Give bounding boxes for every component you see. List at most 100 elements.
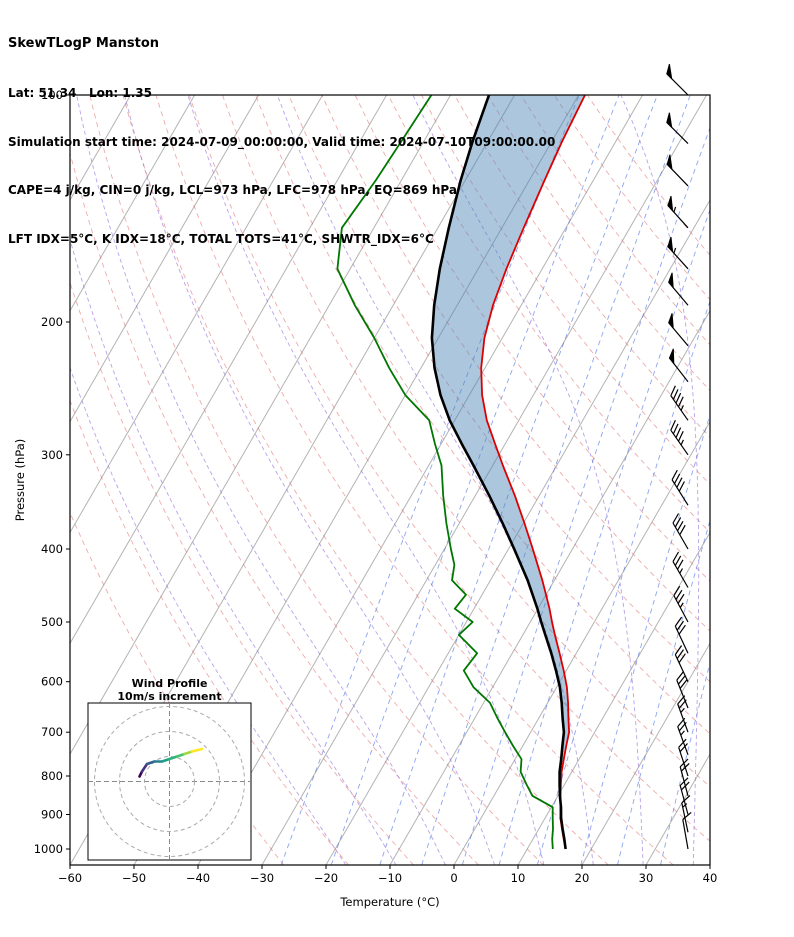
location-text: Lat: 51.34 Lon: 1.35: [8, 86, 152, 101]
pressure-tick-label: 600: [41, 675, 63, 689]
hodograph-title: Wind Profile: [132, 677, 208, 690]
isotherm-line: [70, 95, 324, 534]
wind-barb: [674, 625, 689, 654]
barb-full: [675, 427, 682, 438]
mixing-ratio-line: [421, 95, 691, 865]
barb-full: [673, 473, 681, 484]
wind-barb: [673, 595, 689, 623]
wind-barb: [670, 429, 689, 456]
dry-adiabat-line: [70, 399, 350, 865]
barb-pennant: [666, 112, 673, 129]
hodograph-trace-segment: [175, 752, 186, 758]
barb-full: [675, 392, 682, 404]
temperature-tick-label: 30: [639, 871, 654, 885]
pressure-tick-label: 800: [41, 769, 63, 783]
hodograph-trace-segment: [145, 760, 156, 766]
hodograph-trace-segment: [168, 755, 179, 761]
temperature-tick-label: 20: [575, 871, 590, 885]
isotherm-line: [517, 531, 710, 865]
times-text: Simulation start time: 2024-07-09_00:00:…: [8, 134, 556, 149]
wind-barb: [677, 703, 689, 733]
wind-barb: [682, 819, 689, 850]
wind-barb: [679, 785, 689, 815]
mixing-ratio-line: [660, 661, 710, 865]
mixing-ratio-line: [280, 95, 580, 865]
wind-barbs: [666, 63, 692, 850]
mixing-ratio-line: [498, 208, 710, 865]
mixing-ratio-line: [379, 95, 658, 865]
barb-full: [671, 469, 678, 481]
hodograph-trace-segment: [183, 750, 194, 756]
temperature-tick-label: 0: [450, 871, 457, 885]
dry-adiabat-line: [255, 95, 710, 735]
barb-full: [672, 389, 679, 400]
cin-area: [431, 95, 585, 808]
barb-half: [682, 803, 688, 808]
hodograph-ring: [144, 756, 195, 807]
barb-full: [672, 551, 680, 562]
pressure-tick-label: 100: [41, 88, 63, 102]
barb-full: [677, 396, 684, 407]
barb-full: [673, 585, 681, 596]
barb-full: [672, 513, 680, 524]
barb-half: [679, 602, 684, 608]
wind-barb: [670, 395, 689, 421]
temperature-tick-label: −10: [378, 871, 402, 885]
barb-full: [674, 555, 682, 566]
pressure-tick-label: 400: [41, 542, 63, 556]
dry-adiabat-line: [454, 95, 710, 438]
moist-adiabats: [70, 95, 700, 865]
dewpoint-curve: [336, 95, 554, 850]
mixing-ratio-line: [580, 413, 710, 865]
hodograph-trace-segment: [190, 747, 204, 753]
isotherm-line: [70, 95, 452, 756]
hodograph-content: [88, 703, 251, 860]
temperature-tick-label: −60: [58, 871, 82, 885]
barb-full: [678, 624, 686, 635]
wind-barb: [676, 679, 689, 709]
barb-full: [682, 811, 692, 820]
wind-barb: [679, 766, 689, 796]
barb-full: [679, 679, 688, 689]
barb-full: [676, 671, 684, 681]
isotherm-line: [261, 95, 708, 865]
chart-header: SkewTLogP Manston Lat: 51.34 Lon: 1.35 S…: [8, 4, 555, 279]
hodograph-ring: [119, 731, 220, 832]
barb-full: [679, 743, 688, 753]
temperature-tick-label: 10: [511, 871, 526, 885]
barb-half: [673, 206, 677, 213]
moist-adiabat-line: [124, 95, 496, 865]
barb-full: [677, 593, 685, 604]
barb-half: [680, 439, 684, 446]
barb-full: [677, 675, 686, 685]
barb-full: [674, 517, 682, 528]
pressure-tick-label: 500: [41, 615, 63, 629]
barb-full: [672, 423, 679, 435]
parcel-curve: [430, 95, 567, 850]
mixing-ratio-line: [536, 299, 710, 865]
barb-half: [680, 707, 685, 713]
isotherm-line: [70, 95, 260, 423]
pressure-tick-label: 700: [41, 725, 63, 739]
mixing-ratio-line: [617, 519, 710, 865]
mixing-ratio-line: [330, 95, 620, 865]
barb-pennant: [668, 272, 674, 290]
barb-full: [674, 645, 683, 655]
barb-half: [679, 568, 684, 574]
barb-full: [678, 738, 687, 748]
wind-barb: [672, 522, 689, 550]
indices-line-1: CAPE=4 j/kg, CIN=0 j/kg, LCL=973 hPa, LF…: [8, 183, 457, 198]
hodograph-subtitle: 10m/s increment: [117, 690, 221, 703]
wind-barb: [678, 747, 689, 777]
page-title: SkewTLogP Manston: [8, 36, 160, 52]
pressure-tick-label: 200: [41, 315, 63, 329]
barb-full: [676, 520, 684, 532]
isotherm-line: [581, 642, 710, 865]
barb-half: [680, 730, 685, 736]
barb-full: [670, 419, 676, 431]
hodograph-trace-segment: [160, 757, 171, 763]
